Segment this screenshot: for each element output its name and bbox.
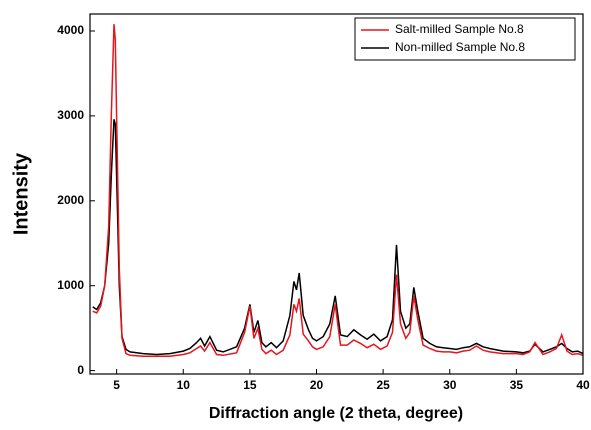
y-tick-label: 2000 <box>57 193 84 207</box>
x-tick-label: 20 <box>310 378 324 392</box>
x-axis-title: Diffraction angle (2 theta, degree) <box>209 405 463 422</box>
x-tick-label: 5 <box>113 378 120 392</box>
plot-frame <box>89 13 584 375</box>
x-tick-label: 40 <box>576 378 590 392</box>
y-tick-label: 3000 <box>57 108 84 122</box>
y-axis-title: Intensity <box>10 152 32 235</box>
y-tick-label: 4000 <box>57 23 84 37</box>
x-tick-label: 10 <box>177 378 191 392</box>
data-line <box>92 119 584 356</box>
legend-label: Non-milled Sample No.8 <box>395 40 525 54</box>
x-tick-label: 25 <box>376 378 390 392</box>
x-tick-label: 30 <box>443 378 457 392</box>
y-tick-label: 1000 <box>57 278 84 292</box>
legend-label: Salt-milled Sample No.8 <box>395 22 524 36</box>
y-tick-label: 0 <box>77 363 84 377</box>
data-line <box>92 24 584 357</box>
x-tick-label: 35 <box>510 378 524 392</box>
x-tick-label: 15 <box>243 378 257 392</box>
legend-box <box>354 17 576 61</box>
